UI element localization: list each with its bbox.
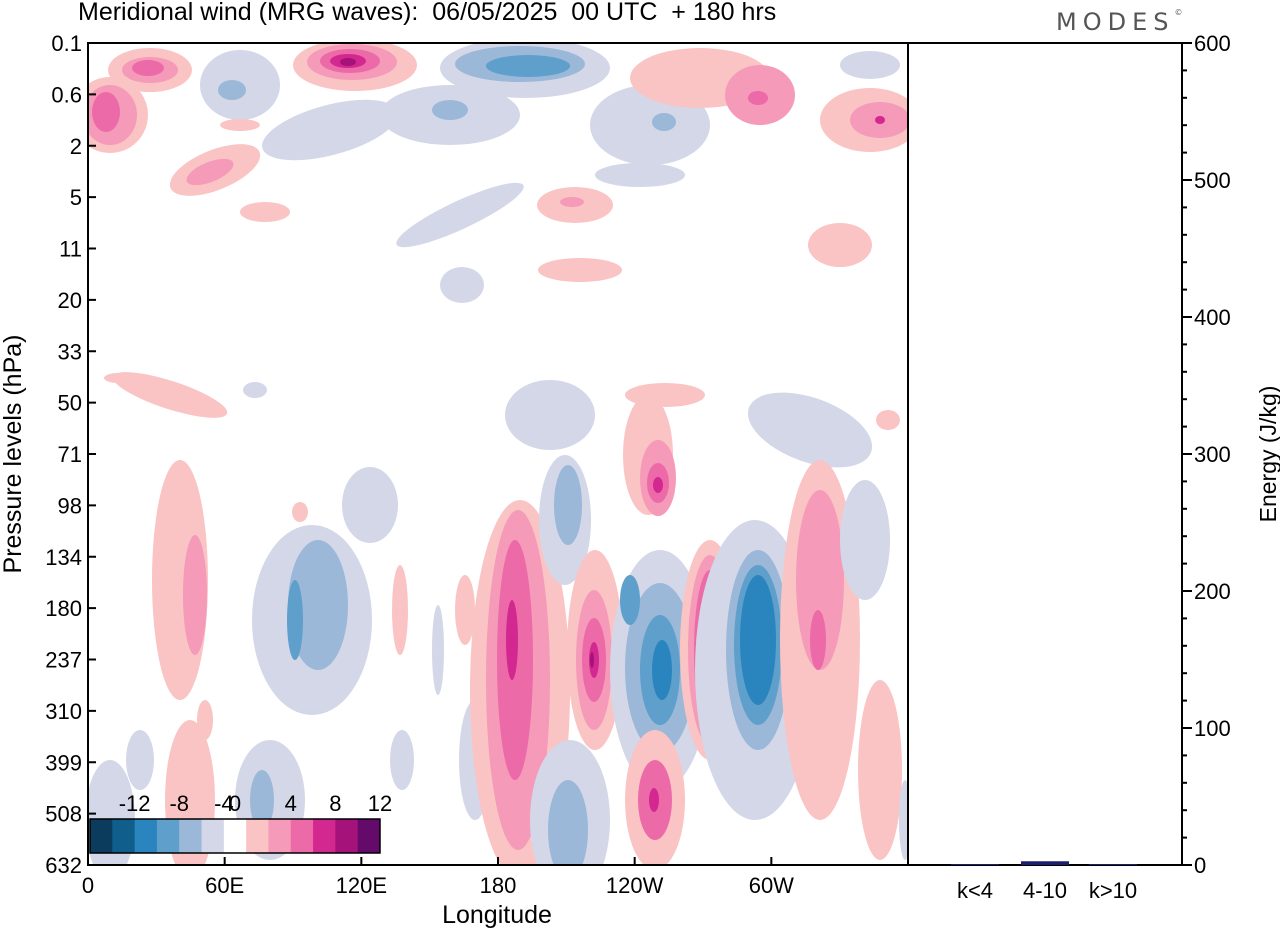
pressure-tick-label: 5	[70, 185, 82, 210]
chart-title: Meridional wind (MRG waves): 06/05/2025 …	[78, 0, 777, 26]
colorbar-swatch	[201, 819, 225, 853]
longitude-tick-label: 60E	[205, 873, 244, 898]
energy-tick-label: 100	[1194, 716, 1231, 741]
longitude-axis: 0 60E 120E 180 120W 60W	[82, 857, 794, 898]
energy-frame	[907, 42, 1183, 866]
colorbar-label: -12	[119, 791, 151, 816]
energy-category-label: k<4	[957, 878, 993, 903]
pressure-tick-label: 71	[58, 442, 82, 467]
pressure-tick-label: 98	[58, 493, 82, 518]
colorbar-swatch	[268, 819, 292, 853]
pressure-tick-label: 180	[45, 596, 82, 621]
energy-tick-label: 600	[1194, 31, 1231, 56]
energy-bar	[951, 864, 999, 865]
energy-tick-label: 200	[1194, 579, 1231, 604]
energy-axis: 0 100 200 300 400 500 600	[1182, 31, 1231, 878]
energy-tick-label: 500	[1194, 168, 1231, 193]
energy-tick-label: 300	[1194, 442, 1231, 467]
pressure-tick-label: 237	[45, 648, 82, 673]
colorbar-swatch	[90, 819, 113, 853]
pressure-axis: 0.1 0.6 2 5 11 20 33 50 71 98 134 180 237 310 399 508 63…	[45, 31, 96, 878]
longitude-tick-label: 120E	[336, 873, 387, 898]
pressure-tick-label: 50	[58, 391, 82, 416]
longitude-tick-label: 180	[480, 873, 517, 898]
axes: 0.1 0.6 2 5 11 20 33 50 71 98 134 180 237 310 399 508 63…	[0, 31, 1280, 929]
colorbar-swatch	[335, 819, 359, 853]
pressure-tick-label: 632	[45, 853, 82, 878]
longitude-tick-label: 0	[82, 873, 94, 898]
colorbar-label: -8	[169, 791, 189, 816]
logo-text: MODES	[1056, 8, 1175, 36]
energy-bars: k<4 4-10 k>10	[951, 861, 1137, 903]
colorbar-swatch	[246, 819, 269, 853]
colorbar-swatch	[290, 819, 314, 853]
energy-tick-label: 0	[1194, 853, 1206, 878]
colorbar-label: 12	[368, 791, 392, 816]
colorbar-swatch	[112, 819, 136, 853]
colorbar-swatch	[357, 819, 381, 853]
colorbar-swatch	[156, 819, 180, 853]
pressure-tick-label: 20	[58, 288, 82, 313]
pressure-tick-label: 310	[45, 699, 82, 724]
x-axis-label: Longitude	[442, 901, 552, 929]
colorbar-swatch	[134, 819, 158, 853]
pressure-tick-label: 134	[45, 545, 82, 570]
pressure-tick-label: 0.6	[51, 82, 82, 107]
pressure-tick-label: 11	[59, 237, 82, 262]
pressure-tick-label: 508	[45, 802, 82, 827]
colorbar-label: -4	[214, 791, 234, 816]
energy-category-label: k>10	[1089, 878, 1137, 903]
y-axis-label: Pressure levels (hPa)	[0, 335, 27, 574]
colorbar-swatch	[223, 819, 247, 853]
pressure-tick-label: 399	[45, 750, 82, 775]
longitude-tick-label: 120W	[606, 873, 664, 898]
energy-tick-label: 400	[1194, 305, 1231, 330]
energy-axis-label: Energy (J/kg)	[1255, 386, 1280, 523]
colorbar-swatch	[179, 819, 203, 853]
colorbar-label: 4	[285, 791, 297, 816]
longitude-tick-label: 60W	[749, 873, 794, 898]
contour-field	[88, 43, 908, 865]
colorbar-label: 8	[329, 791, 341, 816]
pressure-tick-label: 33	[58, 339, 82, 364]
energy-bar	[1089, 864, 1137, 865]
modes-logo: MODES©	[1056, 8, 1183, 36]
colorbar-swatch	[313, 819, 336, 853]
colorbar: -12 -8 -40 4 8 12	[89, 791, 392, 854]
pressure-tick-label: 2	[70, 134, 82, 159]
pressure-tick-label: 0.1	[51, 31, 82, 56]
colorbar-label: 0	[229, 791, 241, 816]
energy-bar	[1021, 861, 1069, 865]
colorbar-frame	[89, 818, 381, 854]
energy-category-label: 4-10	[1023, 878, 1067, 903]
